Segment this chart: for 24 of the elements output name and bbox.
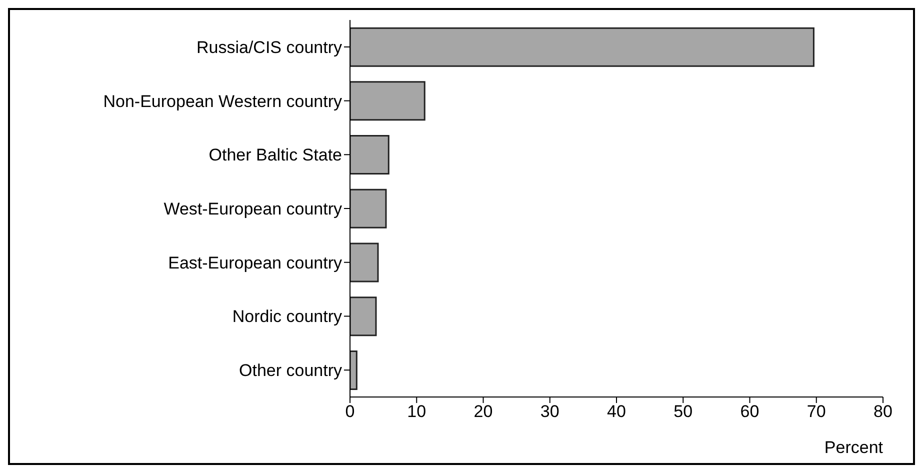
x-tick-label: 60 [740,402,760,422]
y-tick-label: Nordic country [232,307,342,326]
x-tick-label: 20 [474,402,493,422]
y-tick-label: Non-European Western country [103,92,342,111]
bar [350,242,379,282]
y-tick-label: Russia/CIS country [196,38,342,57]
x-tick-label: 40 [607,402,626,422]
bar [350,81,426,121]
x-tick-label: 0 [345,402,355,422]
x-tick-label: 10 [407,402,426,422]
y-tick-label: Other Baltic State [208,146,342,165]
bar [350,296,377,336]
y-tick-label: East-European country [168,253,342,272]
bar [350,27,814,67]
x-tick-label: 30 [540,402,560,422]
x-tick-label: 80 [874,402,892,422]
bar [350,135,390,175]
y-tick-label: West-European country [164,200,342,219]
x-tick-label: 70 [806,402,826,422]
bar [350,350,358,390]
x-axis-title: Percent [824,438,884,457]
x-tick-label: 50 [674,402,693,422]
bar [350,188,387,228]
y-tick-label: Other country [239,361,342,380]
